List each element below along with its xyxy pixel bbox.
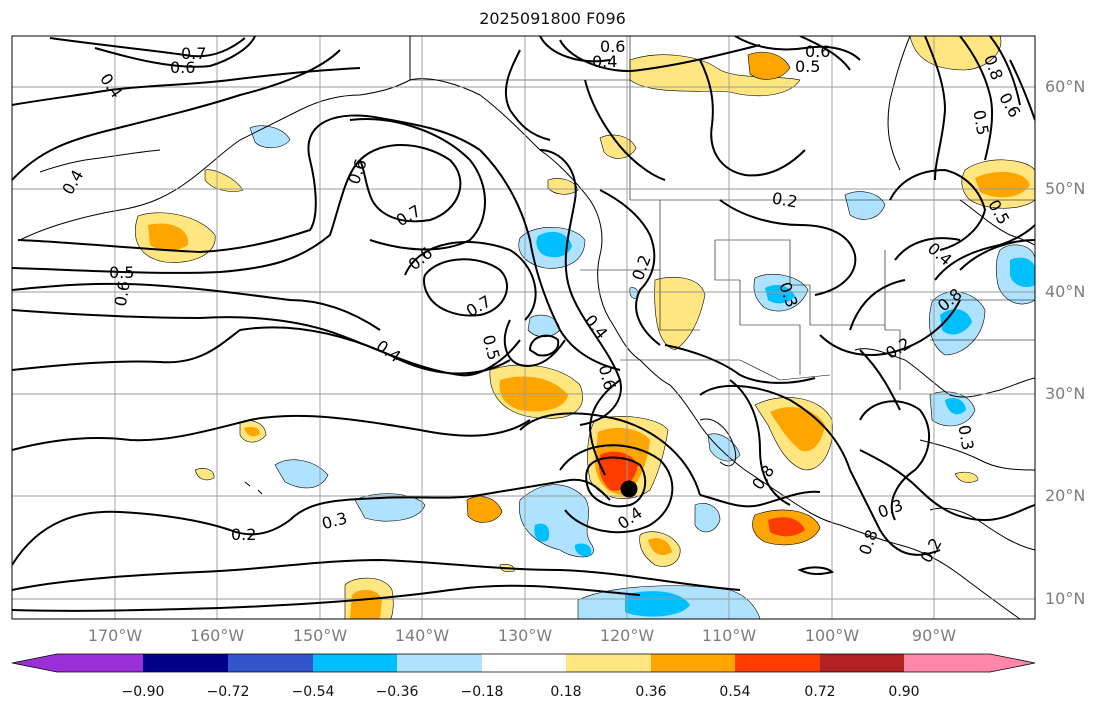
colorbar-tick-label: −0.54 <box>291 684 335 700</box>
contour-label: 0.6 <box>170 58 195 77</box>
colorbar-segment <box>735 654 820 672</box>
lon-label: 130°W <box>497 626 553 645</box>
contour-label: 0.3 <box>954 423 977 451</box>
colorbar-high-extension <box>990 654 1035 672</box>
colorbar-tick-label: −0.90 <box>121 684 165 700</box>
lat-label: 20°N <box>1045 486 1086 505</box>
colorbar-tick-label: 0.90 <box>888 684 920 700</box>
colorbar-tick-label: −0.36 <box>375 684 419 700</box>
map-area: 0.7 0.6 0.4 0.4 0.6 0.7 0.5 0.6 0.6 0.7 … <box>12 36 1035 619</box>
contour-label: 0.6 <box>111 279 134 307</box>
colorbar-tick-label: −0.18 <box>460 684 504 700</box>
colorbar-tick-label: −0.72 <box>206 684 250 700</box>
lat-label: 10°N <box>1045 589 1086 608</box>
coastlines <box>19 36 1035 619</box>
contour-label: 0.5 <box>109 263 134 282</box>
colorbar-segment <box>651 654 735 672</box>
contour-label: 0.6 <box>600 37 625 56</box>
colorbar-segment <box>904 654 990 672</box>
colorbar-segment <box>228 654 313 672</box>
contour-label: 0.2 <box>771 188 799 211</box>
colorbar-low-extension <box>12 654 57 672</box>
colorbar-segment <box>57 654 143 672</box>
political-borders <box>410 36 1035 390</box>
contour-label: 0.6 <box>805 42 830 61</box>
lat-label: 40°N <box>1045 282 1086 301</box>
contour-label: 0.5 <box>795 57 820 76</box>
colorbar-segment <box>143 654 228 672</box>
contour-label: 0.5 <box>969 108 992 136</box>
lon-label: 100°W <box>804 626 860 645</box>
colorbar-segment <box>482 654 566 672</box>
colorbar-tick-label: 0.36 <box>635 684 667 700</box>
lat-label: 30°N <box>1045 384 1086 403</box>
colorbar-segment <box>566 654 651 672</box>
lon-label: 120°W <box>599 626 655 645</box>
contour-label: 0.2 <box>231 525 256 544</box>
colorbar-tick-label: 0.72 <box>804 684 836 700</box>
lat-label: 60°N <box>1045 77 1086 96</box>
lon-label: 150°W <box>292 626 348 645</box>
lon-label: 110°W <box>701 626 757 645</box>
gridlines <box>12 36 1035 619</box>
colorbar-tick-label: 0.18 <box>550 684 582 700</box>
contour-label: 0.7 <box>181 44 206 63</box>
lon-label: 160°W <box>189 626 245 645</box>
colorbar-segment <box>313 654 397 672</box>
map-frame <box>11 35 1036 620</box>
colorbar <box>11 653 1036 673</box>
anomaly-fill <box>135 36 1035 619</box>
colorbar-tick-label: 0.54 <box>719 684 751 700</box>
map-title: 2025091800 F096 <box>479 9 626 28</box>
lon-label: 90°W <box>911 626 957 645</box>
lon-label: 140°W <box>394 626 450 645</box>
storm-center-marker <box>620 480 638 498</box>
colorbar-segment <box>397 654 482 672</box>
lon-label: 170°W <box>87 626 143 645</box>
lat-label: 50°N <box>1045 179 1086 198</box>
contour-lines <box>12 36 1035 612</box>
colorbar-segment <box>820 654 904 672</box>
contour-label: 0.4 <box>592 52 617 71</box>
